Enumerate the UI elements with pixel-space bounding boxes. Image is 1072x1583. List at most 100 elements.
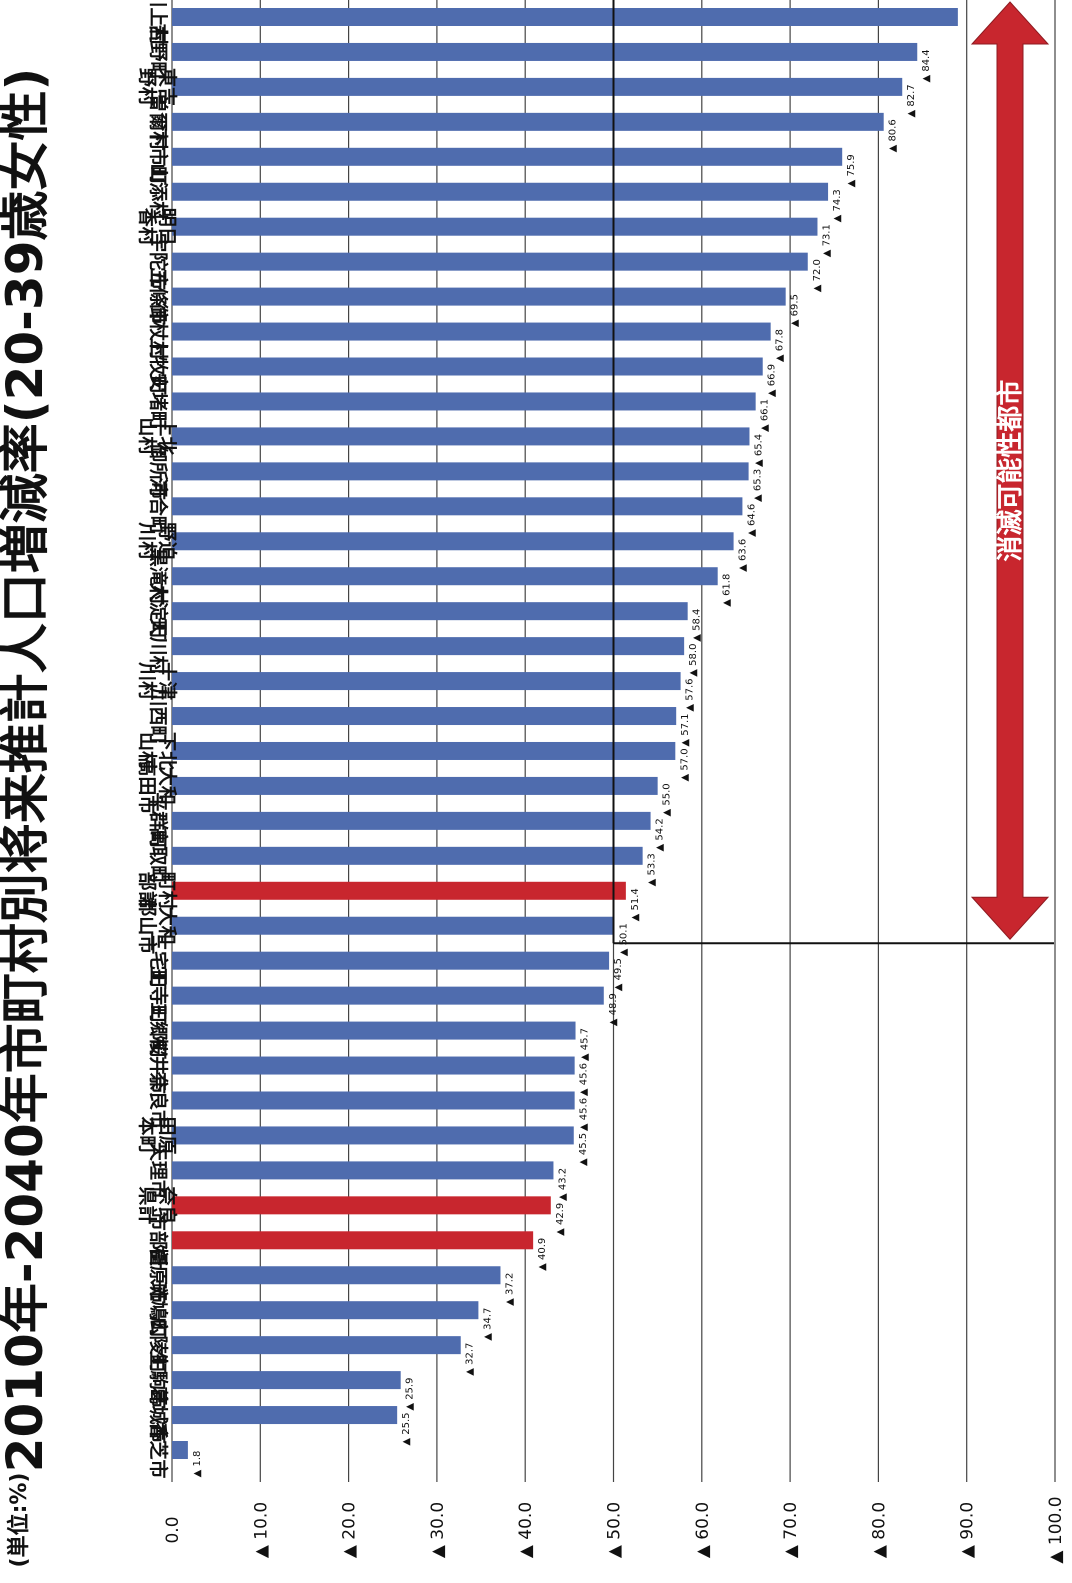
bar — [172, 8, 958, 26]
category-label: 高取町 — [147, 827, 170, 884]
category-label: 五條市 — [147, 268, 170, 325]
data-label: ▲ 74.3 — [832, 189, 843, 222]
data-label: ▲ 57.6 — [685, 679, 696, 712]
bar — [172, 42, 918, 61]
category-label: 上牧町 — [147, 338, 170, 395]
data-label: ▲ 37.2 — [504, 1273, 515, 1306]
x-tick-label: ▲ 90.0 — [958, 1502, 978, 1558]
category-label: 安堵町 — [147, 373, 170, 430]
band-label: 消滅可能性都市 — [995, 380, 1026, 562]
bar — [172, 567, 718, 586]
category-label: 大淀町 — [147, 583, 170, 640]
category-label: 橿原市 — [147, 1247, 170, 1304]
bar — [172, 462, 749, 481]
bar — [172, 846, 643, 865]
bar — [172, 811, 651, 830]
bar — [172, 986, 604, 1005]
x-tick-label: 0.0 — [163, 1516, 183, 1543]
aggregate-bar — [172, 1231, 534, 1250]
category-label: 明日香村 — [136, 207, 178, 246]
data-label: ▲ 45.5 — [578, 1133, 589, 1166]
unit-label: (単位:%) — [6, 1473, 32, 1568]
bar — [172, 1301, 479, 1320]
data-label: ▲ 65.3 — [753, 469, 764, 502]
category-label: 上北山村 — [136, 417, 178, 455]
bar — [172, 217, 818, 236]
bar — [172, 182, 829, 201]
data-labels: ▲ 84.4 ▲ 82.7 ▲ 80.6 ▲ 75.9▲ 74.3▲ 73.1 ▲ 72… — [192, 49, 932, 1477]
chart-title: 2010年-2040年市町村別将来推計人口増減率(20-39歳女性) — [0, 68, 54, 1473]
data-label: ▲ 57.0 — [679, 748, 690, 781]
bar — [172, 322, 771, 341]
data-label: ▲ 61.8 — [722, 574, 733, 607]
data-label: ▲ 25.5 — [401, 1412, 412, 1445]
x-tick-label: ▲ 60.0 — [693, 1502, 713, 1558]
x-tick-label: ▲ 20.0 — [340, 1502, 360, 1558]
data-label: ▲ 64.6 — [746, 504, 757, 537]
category-label: 天理市 — [147, 1142, 170, 1199]
bar — [172, 532, 734, 551]
data-label: ▲ 50.1 — [618, 923, 629, 956]
category-label: 東吉野村 — [136, 68, 179, 106]
category-label: 宇陀市 — [147, 233, 170, 290]
data-label: ▲ 82.7 — [906, 84, 917, 117]
bar — [172, 951, 610, 970]
data-label: ▲ 75.9 — [846, 154, 857, 187]
x-tick-label: ▲ 100.0 — [1046, 1496, 1066, 1563]
bar — [172, 1091, 575, 1110]
category-label: 川上村 — [147, 0, 170, 46]
category-label: 王寺町 — [147, 967, 169, 1024]
category-label: 市部計 — [147, 1212, 170, 1269]
category-label: 斑鳩町 — [147, 1282, 170, 1339]
category-label: 桜井市 — [147, 1037, 170, 1094]
data-label: ▲ 48.9 — [608, 993, 619, 1026]
bar — [172, 392, 756, 411]
category-label: 奈良市 — [147, 1071, 170, 1129]
aggregate-bar — [172, 881, 626, 900]
x-tick-label: ▲ 80.0 — [869, 1502, 889, 1558]
category-label: 平群町 — [147, 792, 170, 849]
category-label: 河合町 — [147, 478, 170, 535]
bar — [172, 497, 743, 516]
extinction-band: 消滅可能性都市 — [612, 0, 1054, 945]
data-label: ▲ 58.4 — [692, 609, 703, 642]
bar — [172, 741, 676, 760]
category-label: 川西町 — [147, 687, 169, 745]
bar — [172, 1336, 461, 1355]
category-label: 町村部計 — [136, 872, 179, 910]
data-label: ▲ 69.5 — [790, 294, 801, 327]
bar — [172, 637, 685, 656]
category-label: 吉野町 — [147, 23, 170, 80]
data-label: ▲ 34.7 — [482, 1308, 493, 1341]
data-label: ▲ 84.4 — [921, 49, 932, 82]
bar — [172, 77, 903, 96]
data-label: ▲ 55.0 — [662, 783, 673, 816]
data-label: ▲ 58.0 — [688, 644, 699, 677]
x-tick-label: ▲ 40.0 — [516, 1502, 536, 1558]
category-label: 十津川村 — [136, 661, 179, 700]
category-label: 大和郡山市 — [136, 896, 179, 954]
category-label: 大和高田市 — [136, 757, 179, 814]
category-label: 三郷町 — [147, 1002, 170, 1059]
category-label: 生駒市 — [147, 1352, 170, 1409]
data-label: ▲ 72.0 — [812, 259, 823, 292]
bar — [172, 112, 884, 131]
data-label: ▲ 40.9 — [537, 1238, 548, 1271]
category-label: 広陵町 — [147, 1317, 170, 1374]
data-label: ▲ 25.9 — [405, 1378, 416, 1411]
data-label: ▲ 63.6 — [738, 539, 749, 572]
category-label: 曽爾村 — [147, 93, 170, 150]
bar — [172, 1021, 576, 1040]
category-label: 下市町 — [147, 128, 170, 185]
data-label: ▲ 49.5 — [613, 958, 624, 991]
bar — [172, 776, 658, 795]
category-label: 黒滝村 — [147, 548, 170, 605]
data-label: ▲ 45.6 — [579, 1063, 590, 1096]
category-label: 奈良県計 — [136, 1185, 179, 1224]
bar — [172, 1161, 554, 1180]
bar — [172, 1056, 575, 1075]
x-tick-label: ▲ 70.0 — [781, 1502, 801, 1558]
data-label: ▲ 1.8 — [192, 1451, 203, 1478]
data-label: ▲ 57.1 — [680, 713, 691, 746]
